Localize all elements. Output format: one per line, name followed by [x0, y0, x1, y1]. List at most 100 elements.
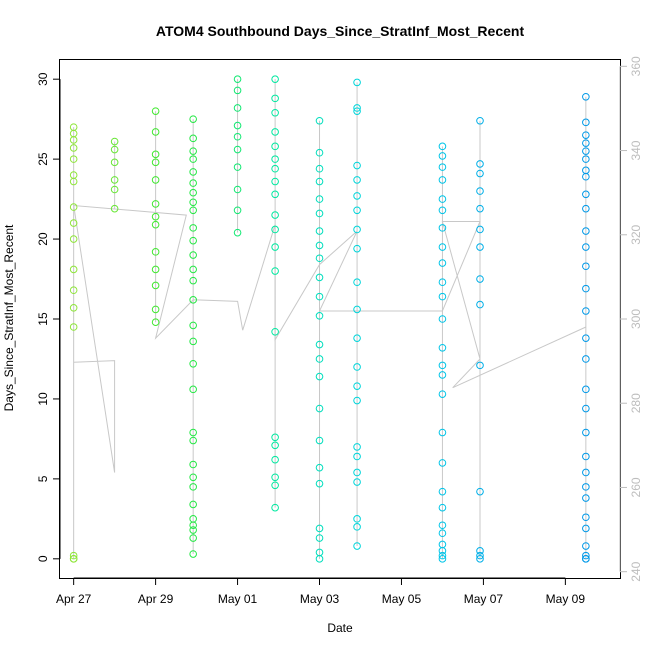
- x-tick-label: May 05: [382, 592, 422, 606]
- data-point: [151, 128, 160, 136]
- data-point: [582, 147, 590, 155]
- data-point: [189, 515, 197, 523]
- data-point: [69, 219, 78, 227]
- data-point: [189, 359, 197, 368]
- data-point: [110, 145, 119, 154]
- data-point: [189, 473, 197, 482]
- data-point: [438, 224, 447, 232]
- data-point: [69, 323, 78, 331]
- data-point: [476, 361, 484, 370]
- y-tick-label: 10: [36, 392, 50, 406]
- data-point: [315, 534, 324, 542]
- data-point: [233, 206, 242, 215]
- data-point: [233, 104, 242, 112]
- data-point: [69, 235, 78, 243]
- data-point: [438, 428, 447, 437]
- y-axis: 0 5 10 15 20 25 30: [36, 72, 61, 562]
- data-point: [315, 116, 324, 125]
- data-point: [438, 176, 447, 184]
- y-tick-label: 25: [36, 152, 50, 166]
- data-point: [315, 209, 324, 218]
- data-point: [582, 494, 590, 502]
- data-point: [353, 363, 361, 371]
- data-point: [233, 145, 242, 154]
- data-point: [476, 204, 484, 213]
- data-point: [151, 212, 160, 221]
- data-point: [438, 529, 447, 538]
- y2-tick-label: 240: [629, 561, 643, 581]
- data-point: [438, 371, 447, 379]
- data-point: [476, 160, 484, 168]
- data-point: [353, 523, 361, 531]
- data-point: [353, 161, 361, 170]
- y2-tick-label: 260: [629, 477, 643, 497]
- data-point: [110, 137, 119, 146]
- data-point: [438, 503, 447, 512]
- data-point: [582, 307, 590, 315]
- data-point: [582, 524, 590, 533]
- data-point: [438, 243, 447, 251]
- data-point: [315, 164, 324, 173]
- data-point: [582, 204, 590, 213]
- x-tick-label: Apr 27: [56, 592, 92, 606]
- data-point: [353, 396, 361, 405]
- data-point: [353, 305, 361, 314]
- data-point: [69, 551, 78, 560]
- data-point: [582, 555, 590, 563]
- data-point: [438, 315, 447, 323]
- data-point: [151, 158, 160, 167]
- data-point: [476, 487, 484, 496]
- data-point: [582, 428, 590, 437]
- data-point: [353, 192, 361, 200]
- data-point: [476, 555, 484, 563]
- data-point: [271, 155, 279, 163]
- data-point: [476, 243, 484, 251]
- data-point: [189, 296, 197, 304]
- x-tick-label: May 07: [464, 592, 504, 606]
- y2-tick-label: 320: [629, 224, 643, 244]
- y-tick-label: 15: [36, 312, 50, 326]
- data-point: [271, 177, 279, 186]
- data-point: [438, 259, 447, 267]
- data-point: [315, 436, 324, 445]
- data-point: [69, 144, 78, 152]
- data-point: [271, 243, 279, 251]
- data-point: [189, 385, 197, 394]
- data-point: [315, 148, 324, 157]
- data-point: [189, 265, 197, 274]
- y-tick-label: 0: [36, 555, 50, 562]
- data-point: [110, 185, 119, 194]
- data-point: [315, 195, 324, 203]
- data-point: [151, 265, 160, 274]
- data-point: [582, 551, 590, 560]
- data-point: [271, 455, 279, 464]
- data-point: [438, 152, 447, 160]
- data-point: [438, 206, 447, 215]
- data-point: [353, 515, 361, 523]
- data-point: [69, 123, 78, 131]
- data-point: [438, 540, 447, 549]
- data-point: [315, 479, 324, 488]
- data-point: [353, 176, 361, 184]
- plot-frame: [59, 59, 621, 579]
- data-point: [353, 78, 361, 87]
- data-point: [233, 228, 242, 237]
- data-point: [582, 243, 590, 251]
- y2-tick-label: 300: [629, 309, 643, 329]
- data-point: [353, 334, 361, 342]
- data-point: [476, 169, 484, 178]
- data-point: [476, 116, 484, 125]
- data-point: [315, 548, 324, 557]
- data-point: [353, 104, 361, 112]
- data-point: [233, 75, 242, 83]
- data-point: [582, 385, 590, 394]
- data-point: [69, 304, 78, 312]
- x-tick-label: May 01: [218, 592, 258, 606]
- data-point: [438, 487, 447, 496]
- data-point: [353, 542, 361, 550]
- data-point: [582, 355, 590, 363]
- data-point: [315, 241, 324, 250]
- data-point: [476, 551, 484, 560]
- data-point: [189, 206, 197, 215]
